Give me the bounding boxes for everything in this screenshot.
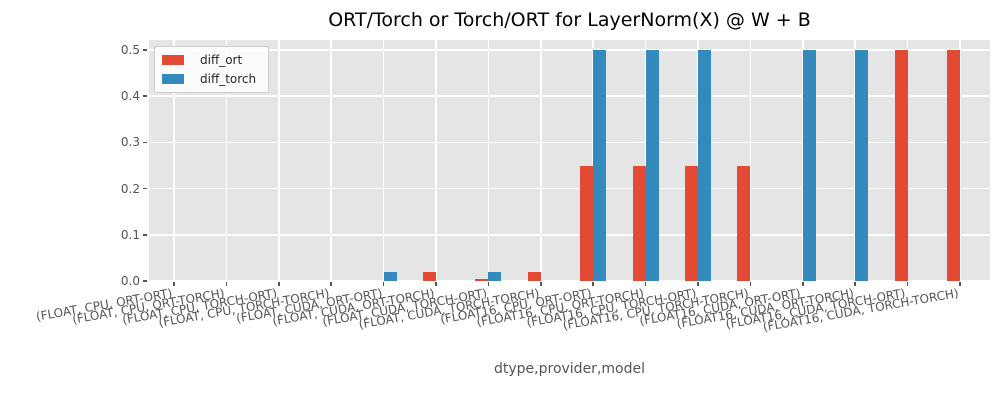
v-gridline	[749, 40, 752, 281]
legend-swatch-diff_ort	[162, 55, 184, 65]
x-tick-mark	[906, 282, 909, 286]
h-gridline	[149, 234, 990, 236]
v-gridline	[540, 40, 542, 281]
legend-swatch-diff_torch	[162, 74, 184, 84]
bar-diff_ort-7	[527, 271, 541, 281]
x-axis-label: dtype,provider,model	[494, 361, 645, 377]
bar-diff_ort-6	[475, 278, 489, 281]
bar-diff_ort-11	[737, 165, 751, 281]
y-tick-label: 0.5	[120, 43, 140, 57]
x-tick-mark	[278, 282, 280, 286]
x-tick-mark	[959, 282, 961, 286]
legend-item-diff_ort: diff_ort	[162, 53, 256, 67]
y-tick-mark	[143, 141, 147, 144]
y-tick-mark	[143, 49, 147, 51]
bar-diff_torch-10	[698, 50, 711, 281]
bar-diff_ort-9	[632, 165, 646, 281]
y-tick-label: 0.3	[120, 135, 140, 150]
bar-diff_torch-8	[593, 50, 607, 281]
x-tick-mark	[330, 282, 332, 286]
h-gridline	[149, 49, 990, 51]
x-tick-mark	[173, 282, 175, 286]
x-tick-mark	[225, 282, 228, 286]
v-gridline	[959, 40, 961, 281]
y-tick-label: 0.2	[120, 181, 140, 196]
y-tick-label: 0.4	[120, 89, 140, 104]
bar-diff_torch-13	[855, 50, 869, 281]
x-tick-mark	[749, 282, 752, 286]
v-gridline	[330, 40, 332, 281]
v-gridline	[487, 40, 490, 281]
x-tick-mark	[435, 282, 437, 286]
bar-diff_torch-12	[802, 50, 816, 281]
y-tick-mark	[143, 95, 147, 97]
y-tick-mark	[143, 280, 147, 282]
bar-diff_ort-10	[685, 165, 698, 281]
bar-diff_torch-9	[645, 50, 659, 281]
legend-item-diff_torch: diff_torch	[162, 72, 256, 86]
chart-title: ORT/Torch or Torch/ORT for LayerNorm(X) …	[328, 9, 811, 31]
bar-diff_ort-5	[423, 271, 436, 281]
x-tick-mark	[644, 282, 647, 286]
x-tick-mark	[854, 282, 856, 286]
x-tick-mark	[540, 282, 542, 286]
y-tick-mark	[143, 234, 147, 236]
h-gridline	[149, 141, 990, 144]
v-gridline	[435, 40, 437, 281]
h-gridline	[149, 95, 990, 97]
v-gridline	[382, 40, 385, 281]
v-gridline	[173, 40, 175, 281]
bar-diff_torch-4	[383, 271, 397, 281]
v-gridline	[225, 40, 228, 281]
legend: diff_ort diff_torch	[154, 46, 270, 93]
x-tick-mark	[802, 282, 804, 286]
plot-area	[149, 40, 990, 282]
v-gridline	[278, 40, 280, 281]
bar-diff_ort-8	[580, 165, 594, 281]
x-tick-mark	[487, 282, 490, 286]
y-tick-label: 0.1	[120, 227, 140, 242]
x-tick-mark	[697, 282, 699, 286]
h-gridline	[149, 280, 990, 282]
v-gridline	[906, 40, 909, 281]
bar-diff_ort-14	[894, 50, 908, 281]
bar-diff_ort-15	[947, 50, 960, 281]
bar-diff_torch-6	[488, 271, 502, 281]
y-tick-mark	[143, 187, 147, 190]
y-tick-label: 0.0	[120, 274, 140, 288]
x-tick-mark	[382, 282, 385, 286]
x-tick-mark	[592, 282, 594, 286]
legend-label: diff_torch	[200, 72, 257, 86]
h-gridline	[149, 187, 990, 190]
legend-label: diff_ort	[200, 53, 243, 67]
